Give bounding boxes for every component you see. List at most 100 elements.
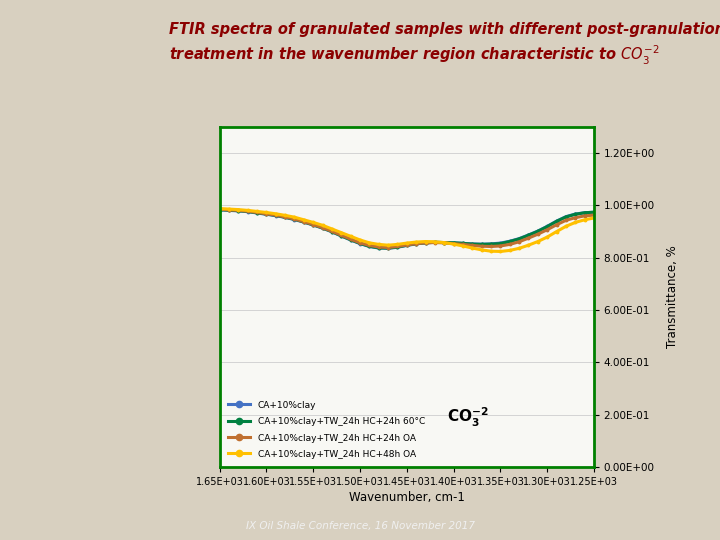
CA+10%clay bbox=[290, 217, 299, 223]
CA+10%clay+TW_24h HC+48h OA bbox=[477, 247, 486, 253]
CA+10%clay+TW_24h HC+24h 60°C bbox=[562, 214, 570, 220]
CA+10%clay bbox=[262, 211, 271, 218]
CA+10%clay+TW_24h HC+24h OA bbox=[590, 212, 598, 218]
CA+10%clay+TW_24h HC+24h 60°C bbox=[421, 240, 430, 246]
CA+10%clay+TW_24h HC+24h OA bbox=[365, 242, 374, 249]
CA+10%clay+TW_24h HC+24h OA bbox=[534, 231, 542, 238]
CA+10%clay+TW_24h HC+24h 60°C bbox=[515, 235, 523, 242]
CA+10%clay+TW_24h HC+48h OA bbox=[431, 239, 439, 245]
CA+10%clay+TW_24h HC+24h OA bbox=[271, 212, 280, 218]
CA+10%clay+TW_24h HC+24h 60°C bbox=[318, 225, 327, 231]
CA+10%clay+TW_24h HC+24h OA bbox=[515, 239, 523, 245]
CA+10%clay+TW_24h HC+24h 60°C bbox=[356, 240, 364, 247]
CA+10%clay+TW_24h HC+24h OA bbox=[253, 209, 261, 215]
CA+10%clay+TW_24h HC+48h OA bbox=[468, 245, 477, 251]
CA+10%clay+TW_24h HC+24h 60°C bbox=[449, 240, 458, 246]
CA+10%clay+TW_24h HC+24h OA bbox=[328, 228, 336, 234]
CA+10%clay+TW_24h HC+24h OA bbox=[440, 240, 449, 246]
CA+10%clay+TW_24h HC+48h OA bbox=[552, 228, 561, 235]
CA+10%clay+TW_24h HC+24h OA bbox=[281, 214, 289, 220]
CA+10%clay+TW_24h HC+24h 60°C bbox=[393, 244, 402, 250]
CA+10%clay+TW_24h HC+24h 60°C bbox=[225, 207, 233, 213]
CA+10%clay+TW_24h HC+48h OA bbox=[487, 248, 495, 254]
CA+10%clay+TW_24h HC+24h 60°C bbox=[300, 219, 308, 225]
CA+10%clay+TW_24h HC+24h OA bbox=[496, 243, 505, 249]
CA+10%clay+TW_24h HC+48h OA bbox=[243, 207, 252, 214]
CA+10%clay+TW_24h HC+24h OA bbox=[552, 221, 561, 228]
CA+10%clay+TW_24h HC+48h OA bbox=[412, 239, 420, 245]
CA+10%clay+TW_24h HC+48h OA bbox=[440, 239, 449, 246]
CA+10%clay bbox=[421, 240, 430, 246]
CA+10%clay+TW_24h HC+24h 60°C bbox=[590, 209, 598, 215]
Text: $\mathbf{CO_3^{-2}}$: $\mathbf{CO_3^{-2}}$ bbox=[447, 406, 488, 429]
CA+10%clay bbox=[309, 222, 318, 228]
CA+10%clay+TW_24h HC+24h 60°C bbox=[253, 210, 261, 216]
CA+10%clay+TW_24h HC+24h OA bbox=[431, 239, 439, 246]
CA+10%clay+TW_24h HC+48h OA bbox=[496, 248, 505, 255]
Line: CA+10%clay+TW_24h HC+48h OA: CA+10%clay+TW_24h HC+48h OA bbox=[218, 207, 595, 253]
CA+10%clay bbox=[590, 209, 598, 215]
CA+10%clay+TW_24h HC+24h 60°C bbox=[552, 218, 561, 225]
Text: FTIR spectra of granulated samples with different post-granulation: FTIR spectra of granulated samples with … bbox=[169, 22, 720, 37]
X-axis label: Wavenumber, cm-1: Wavenumber, cm-1 bbox=[349, 491, 464, 504]
CA+10%clay bbox=[496, 240, 505, 246]
CA+10%clay+TW_24h HC+24h 60°C bbox=[328, 228, 336, 235]
CA+10%clay+TW_24h HC+48h OA bbox=[524, 242, 533, 248]
CA+10%clay+TW_24h HC+48h OA bbox=[337, 230, 346, 236]
CA+10%clay+TW_24h HC+48h OA bbox=[562, 223, 570, 230]
CA+10%clay+TW_24h HC+24h OA bbox=[346, 236, 355, 242]
CA+10%clay+TW_24h HC+48h OA bbox=[571, 219, 580, 226]
CA+10%clay+TW_24h HC+24h OA bbox=[562, 217, 570, 224]
CA+10%clay bbox=[402, 242, 411, 249]
CA+10%clay+TW_24h HC+48h OA bbox=[459, 243, 467, 249]
CA+10%clay bbox=[534, 228, 542, 234]
CA+10%clay+TW_24h HC+24h 60°C bbox=[496, 240, 505, 247]
CA+10%clay+TW_24h HC+24h OA bbox=[421, 240, 430, 246]
CA+10%clay bbox=[477, 241, 486, 247]
CA+10%clay+TW_24h HC+48h OA bbox=[374, 241, 383, 248]
CA+10%clay+TW_24h HC+24h 60°C bbox=[440, 239, 449, 246]
CA+10%clay bbox=[543, 223, 552, 230]
CA+10%clay bbox=[505, 238, 514, 245]
CA+10%clay+TW_24h HC+24h OA bbox=[487, 243, 495, 249]
CA+10%clay bbox=[459, 240, 467, 247]
CA+10%clay+TW_24h HC+48h OA bbox=[309, 219, 318, 226]
CA+10%clay+TW_24h HC+24h OA bbox=[543, 226, 552, 233]
Text: treatment in the wavenumber region characteristic to $\mathit{CO_3^{-2}}$: treatment in the wavenumber region chara… bbox=[169, 44, 660, 68]
CA+10%clay+TW_24h HC+48h OA bbox=[356, 237, 364, 243]
CA+10%clay+TW_24h HC+24h 60°C bbox=[290, 216, 299, 222]
CA+10%clay+TW_24h HC+48h OA bbox=[253, 208, 261, 215]
CA+10%clay+TW_24h HC+48h OA bbox=[290, 214, 299, 220]
CA+10%clay+TW_24h HC+24h 60°C bbox=[468, 241, 477, 247]
CA+10%clay+TW_24h HC+24h OA bbox=[262, 211, 271, 217]
CA+10%clay+TW_24h HC+24h 60°C bbox=[346, 237, 355, 243]
CA+10%clay+TW_24h HC+24h OA bbox=[571, 214, 580, 221]
CA+10%clay+TW_24h HC+24h 60°C bbox=[243, 208, 252, 215]
CA+10%clay bbox=[328, 228, 336, 235]
CA+10%clay bbox=[271, 212, 280, 219]
CA+10%clay+TW_24h HC+24h 60°C bbox=[271, 212, 280, 219]
CA+10%clay+TW_24h HC+24h 60°C bbox=[431, 239, 439, 246]
CA+10%clay bbox=[225, 207, 233, 214]
CA+10%clay bbox=[253, 210, 261, 216]
CA+10%clay+TW_24h HC+24h 60°C bbox=[215, 206, 224, 213]
CA+10%clay bbox=[487, 241, 495, 247]
CA+10%clay bbox=[346, 237, 355, 243]
CA+10%clay+TW_24h HC+24h 60°C bbox=[477, 241, 486, 248]
CA+10%clay+TW_24h HC+24h OA bbox=[290, 216, 299, 222]
CA+10%clay bbox=[468, 241, 477, 247]
CA+10%clay+TW_24h HC+24h OA bbox=[356, 240, 364, 246]
CA+10%clay+TW_24h HC+24h 60°C bbox=[384, 245, 392, 251]
CA+10%clay bbox=[234, 208, 243, 214]
CA+10%clay+TW_24h HC+24h OA bbox=[393, 243, 402, 249]
CA+10%clay+TW_24h HC+24h 60°C bbox=[580, 210, 589, 216]
Y-axis label: Transmittance, %: Transmittance, % bbox=[666, 246, 679, 348]
CA+10%clay+TW_24h HC+24h 60°C bbox=[365, 243, 374, 249]
CA+10%clay+TW_24h HC+48h OA bbox=[580, 217, 589, 223]
CA+10%clay+TW_24h HC+24h 60°C bbox=[524, 232, 533, 239]
CA+10%clay+TW_24h HC+48h OA bbox=[225, 206, 233, 212]
CA+10%clay bbox=[524, 232, 533, 238]
Text: IX Oil Shale Conference, 16 November 2017: IX Oil Shale Conference, 16 November 201… bbox=[246, 521, 474, 531]
CA+10%clay+TW_24h HC+48h OA bbox=[346, 233, 355, 240]
CA+10%clay bbox=[356, 240, 364, 247]
